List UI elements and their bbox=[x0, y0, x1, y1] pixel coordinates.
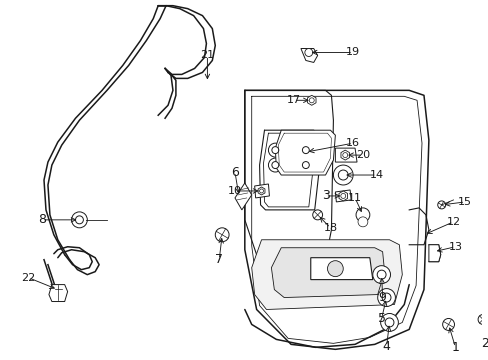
Polygon shape bbox=[251, 240, 402, 310]
Circle shape bbox=[271, 147, 278, 154]
Circle shape bbox=[342, 153, 347, 158]
Text: 12: 12 bbox=[446, 217, 460, 227]
Circle shape bbox=[357, 217, 367, 227]
Text: 15: 15 bbox=[457, 197, 471, 207]
Circle shape bbox=[298, 158, 312, 172]
Text: 19: 19 bbox=[346, 48, 360, 58]
Circle shape bbox=[380, 314, 398, 332]
Circle shape bbox=[333, 165, 352, 185]
Polygon shape bbox=[335, 148, 356, 162]
Circle shape bbox=[71, 212, 87, 228]
Text: 21: 21 bbox=[200, 50, 214, 60]
Circle shape bbox=[442, 319, 453, 330]
Text: 4: 4 bbox=[382, 340, 390, 353]
Circle shape bbox=[477, 315, 487, 324]
Text: 7: 7 bbox=[215, 253, 223, 266]
Circle shape bbox=[298, 143, 312, 157]
Circle shape bbox=[268, 143, 282, 157]
Text: 1: 1 bbox=[450, 341, 458, 354]
Text: 9: 9 bbox=[378, 291, 386, 304]
Circle shape bbox=[302, 147, 308, 154]
Text: 20: 20 bbox=[355, 150, 369, 160]
Text: 10: 10 bbox=[227, 186, 242, 196]
Text: 16: 16 bbox=[346, 138, 359, 148]
Polygon shape bbox=[300, 49, 317, 62]
Polygon shape bbox=[271, 248, 384, 298]
Text: 17: 17 bbox=[286, 95, 301, 105]
Circle shape bbox=[340, 193, 345, 198]
Text: 8: 8 bbox=[38, 213, 46, 226]
Text: 18: 18 bbox=[323, 223, 337, 233]
Text: 14: 14 bbox=[369, 170, 383, 180]
Circle shape bbox=[381, 293, 390, 302]
Circle shape bbox=[308, 98, 314, 103]
Polygon shape bbox=[307, 95, 315, 105]
Circle shape bbox=[437, 201, 445, 209]
Text: 6: 6 bbox=[230, 166, 239, 179]
Circle shape bbox=[312, 210, 322, 220]
Circle shape bbox=[338, 170, 347, 180]
Circle shape bbox=[268, 158, 282, 172]
Text: 2: 2 bbox=[480, 337, 488, 350]
Polygon shape bbox=[338, 191, 347, 201]
Text: 13: 13 bbox=[447, 242, 462, 252]
Circle shape bbox=[259, 189, 263, 193]
Circle shape bbox=[327, 261, 343, 276]
Polygon shape bbox=[254, 184, 269, 198]
Polygon shape bbox=[49, 285, 67, 302]
Polygon shape bbox=[340, 150, 349, 160]
Circle shape bbox=[377, 289, 395, 306]
Circle shape bbox=[304, 49, 312, 57]
Polygon shape bbox=[310, 258, 372, 280]
Text: 11: 11 bbox=[347, 193, 361, 203]
Polygon shape bbox=[258, 187, 264, 195]
Circle shape bbox=[215, 228, 228, 242]
Polygon shape bbox=[335, 190, 350, 202]
Circle shape bbox=[376, 270, 386, 279]
Circle shape bbox=[372, 266, 390, 284]
Polygon shape bbox=[275, 130, 335, 175]
Circle shape bbox=[384, 318, 393, 327]
Polygon shape bbox=[235, 183, 251, 210]
Circle shape bbox=[302, 162, 308, 168]
Text: 22: 22 bbox=[21, 273, 35, 283]
Text: 3: 3 bbox=[321, 189, 329, 202]
Text: 5: 5 bbox=[377, 312, 385, 325]
Circle shape bbox=[75, 216, 83, 224]
Polygon shape bbox=[428, 245, 440, 262]
Circle shape bbox=[355, 208, 369, 222]
Circle shape bbox=[271, 162, 278, 168]
